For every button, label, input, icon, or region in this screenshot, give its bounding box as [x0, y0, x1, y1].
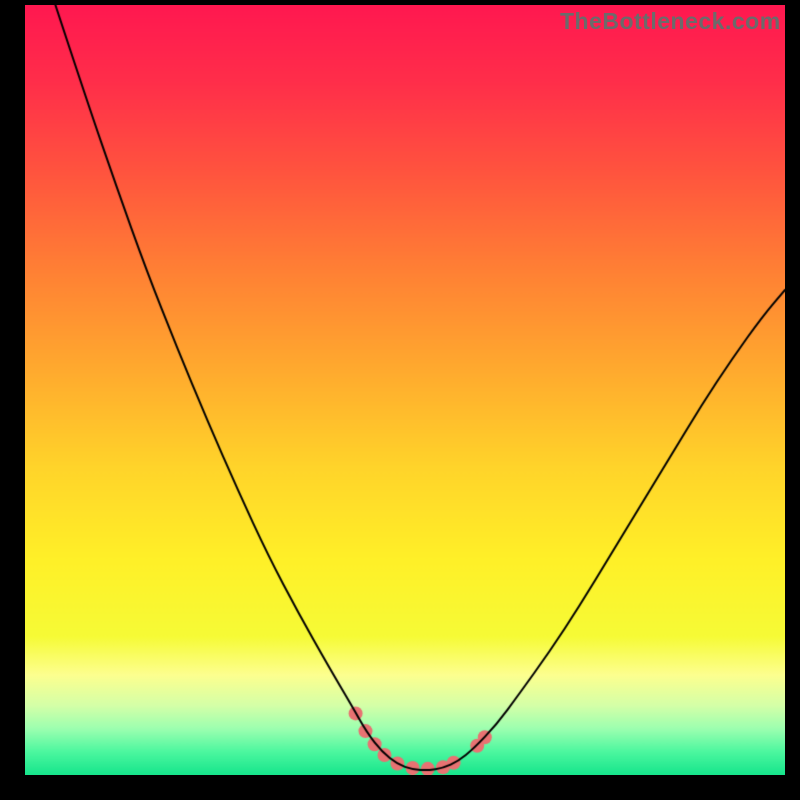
chart-frame: TheBottleneck.com: [0, 0, 800, 800]
chart-canvas: [25, 5, 785, 775]
chart-plot-area: [25, 5, 785, 775]
watermark-text: TheBottleneck.com: [560, 8, 781, 35]
